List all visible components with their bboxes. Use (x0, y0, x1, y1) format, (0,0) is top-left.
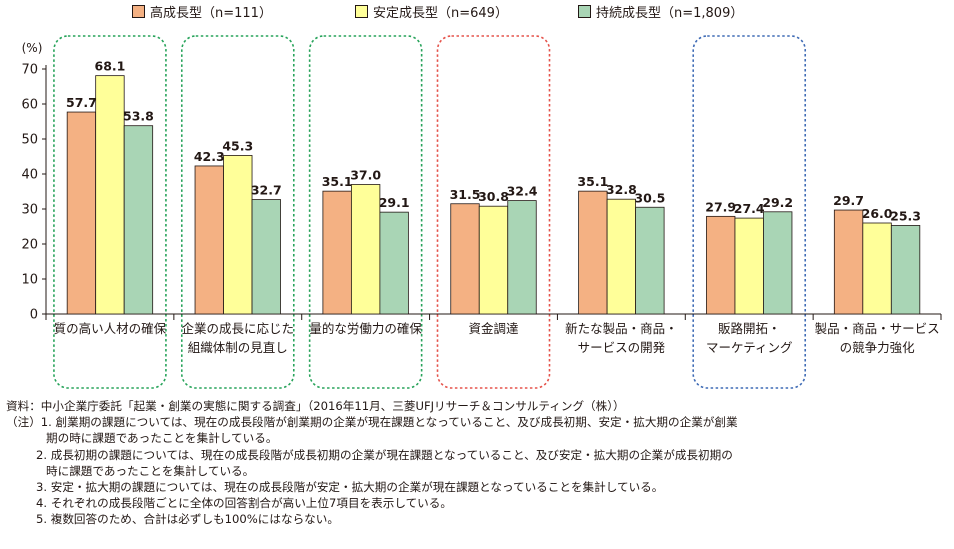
y-tick-label-70: 70 (21, 63, 38, 78)
value-label-series0-cat3: 31.5 (450, 187, 481, 202)
category-label-4: 新たな製品・商品・ (565, 321, 678, 336)
y-axis-unit-label: (%) (22, 41, 43, 55)
value-label-series2-cat3: 32.4 (507, 184, 538, 199)
y-tick-label-40: 40 (21, 168, 38, 183)
value-label-series1-cat5: 27.4 (734, 201, 765, 216)
value-label-series1-cat6: 26.0 (862, 206, 893, 221)
value-label-series2-cat6: 25.3 (890, 208, 921, 223)
value-label-series1-cat3: 30.8 (478, 189, 509, 204)
value-label-series1-cat1: 45.3 (222, 138, 253, 153)
bar-series0-cat3 (450, 203, 480, 315)
category-label-4-line2: サービスの開発 (578, 340, 666, 355)
bar-series0-cat2 (322, 190, 352, 315)
legend-label-high-growth: 高成長型（n=111） (150, 6, 272, 21)
bar-series1-cat1 (223, 155, 253, 315)
bar-series2-cat2 (379, 211, 409, 315)
category-label-5: 販路開拓・ (718, 321, 781, 336)
category-label-1: 企業の成長に応じた (182, 321, 295, 336)
note-2-continued: 時に課題であったことを集計している。 (46, 463, 255, 478)
footnotes: 資料：中小企業庁委託「起業・創業の実態に関する調査」（2016年11月、三菱UF… (6, 398, 951, 528)
note-1-continued: 期の時に課題であったことを集計している。 (46, 431, 278, 446)
bar-series2-cat1 (251, 199, 281, 315)
note-3: 3. 安定・拡大期の課題については、現在の成長段階が安定・拡大期の企業が現在課題… (36, 480, 664, 495)
bar-series1-cat5 (734, 217, 764, 315)
value-label-series0-cat6: 29.7 (833, 193, 864, 208)
highlight-box-0 (53, 35, 167, 389)
highlight-box-1 (180, 35, 295, 389)
note-1: （注）1. 創業期の課題については、現在の成長段階が創業期の企業が現在課題となっ… (6, 415, 738, 430)
legend-item-stable-growth: 安定成長型（n=649） (355, 2, 508, 21)
category-label-0: 質の高い人材の確保 (54, 321, 167, 336)
note-4: 4. それぞれの成長段階ごとに全体の回答割合が高い上位7項目を表示している。 (36, 496, 452, 511)
y-tick-label-60: 60 (21, 98, 38, 113)
category-label-5-line2: マーケティング (706, 340, 793, 355)
value-label-series0-cat1: 42.3 (194, 149, 225, 164)
value-label-series0-cat5: 27.9 (705, 199, 736, 214)
category-label-6-line2: の競争力強化 (840, 340, 916, 355)
value-label-series1-cat4: 32.8 (606, 182, 637, 197)
value-label-series0-cat4: 35.1 (577, 174, 608, 189)
y-tick-label-10: 10 (21, 273, 38, 288)
legend-item-high-growth: 高成長型（n=111） (132, 2, 272, 21)
bar-series1-cat2 (350, 184, 381, 315)
value-label-series0-cat0: 57.7 (66, 95, 97, 110)
chart-legend: 高成長型（n=111） 安定成長型（n=649） 持続成長型（n=1,809） (0, 2, 954, 24)
bar-series0-cat0 (66, 111, 97, 315)
bar-series2-cat6 (890, 225, 921, 315)
bar-chart: (%) 0 10 20 30 40 50 60 70 57.7 68.1 53.8 質の高い人材の確保 4… (21, 35, 942, 389)
bar-series1-cat0 (95, 75, 125, 315)
value-label-series2-cat5: 29.2 (762, 195, 793, 210)
highlight-box-2 (308, 35, 423, 389)
legend-swatch-high-growth (132, 5, 145, 18)
category-label-2: 量的な労働力の確保 (309, 321, 422, 336)
legend-label-stable-growth: 安定成長型（n=649） (373, 6, 508, 21)
bar-series0-cat5 (706, 215, 736, 315)
bar-series2-cat0 (123, 125, 154, 315)
y-tick-label-0: 0 (30, 308, 38, 323)
source-note: 資料：中小企業庁委託「起業・創業の実態に関する調査」（2016年11月、三菱UF… (6, 399, 625, 413)
category-label-6: 製品・商品・サービス (815, 321, 940, 336)
legend-swatch-stable-growth (355, 5, 368, 18)
value-label-series0-cat2: 35.1 (322, 174, 353, 189)
legend-label-sustained-growth: 持続成長型（n=1,809） (596, 6, 744, 21)
highlight-box-4 (692, 35, 807, 389)
value-label-series1-cat0: 68.1 (95, 59, 126, 74)
bar-series2-cat5 (763, 211, 793, 315)
value-label-series2-cat4: 30.5 (634, 190, 665, 205)
highlight-box-3 (436, 35, 551, 389)
bar-series1-cat4 (606, 198, 637, 315)
bar-series0-cat6 (833, 209, 864, 315)
bar-series1-cat6 (862, 222, 892, 315)
value-label-series1-cat2: 37.0 (350, 168, 381, 183)
y-tick-label-30: 30 (21, 203, 38, 218)
note-2: 2. 成長初期の課題については、現在の成長段階が成長初期の企業が現在課題となって… (36, 447, 733, 462)
bar-series2-cat3 (507, 200, 537, 315)
bar-series0-cat1 (194, 165, 224, 315)
legend-item-sustained-growth: 持続成長型（n=1,809） (578, 2, 743, 21)
bar-series1-cat3 (478, 205, 509, 315)
category-label-1-line2: 組織体制の見直し (188, 340, 288, 355)
y-tick-label-50: 50 (21, 133, 38, 148)
value-label-series2-cat0: 53.8 (123, 109, 154, 124)
note-5: 5. 複数回答のため、合計は必ずしも100%にはならない。 (36, 512, 339, 527)
category-label-3: 資金調達 (468, 321, 519, 336)
value-label-series2-cat1: 32.7 (251, 183, 282, 198)
value-label-series2-cat2: 29.1 (379, 195, 410, 210)
y-tick-label-20: 20 (21, 238, 38, 253)
bar-series0-cat4 (578, 190, 608, 315)
bar-series2-cat4 (635, 206, 665, 315)
legend-swatch-sustained-growth (578, 5, 591, 18)
